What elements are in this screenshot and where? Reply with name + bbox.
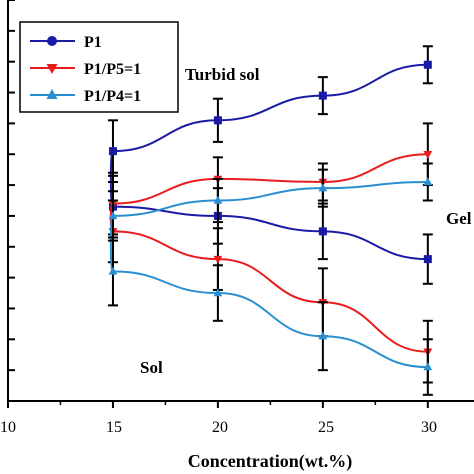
series-2	[107, 162, 433, 396]
data-point	[423, 177, 433, 186]
legend-label: P1/P4=1	[84, 88, 141, 105]
annotation-sol: Sol	[140, 358, 163, 377]
legend-marker	[47, 36, 57, 46]
x-tick-label: 30	[421, 419, 437, 436]
annotation-gel: Gel	[446, 209, 472, 228]
data-point	[108, 147, 117, 156]
data-point	[318, 91, 327, 100]
x-tick-label: 15	[106, 419, 122, 436]
x-tick-label: 25	[318, 419, 334, 436]
series-line	[109, 180, 428, 369]
data-point	[213, 195, 223, 204]
legend-marker	[46, 89, 58, 99]
data-point	[423, 362, 433, 371]
data-point	[423, 255, 432, 264]
annotation-turbid-sol: Turbid sol	[185, 65, 260, 84]
data-point	[108, 266, 118, 275]
data-point	[108, 211, 118, 220]
axes	[7, 0, 474, 408]
series-1	[107, 122, 433, 384]
data-point	[423, 60, 432, 69]
legend-label: P1/P5=1	[84, 61, 141, 78]
x-tick-label: 20	[212, 419, 228, 436]
data-point	[213, 116, 222, 125]
data-point	[318, 227, 327, 236]
legend-label: P1	[84, 34, 102, 51]
data-point	[213, 255, 223, 264]
x-axis-title: Concentration(wt.%)	[188, 451, 352, 472]
x-tick-label: 10	[0, 419, 16, 436]
data-point	[213, 288, 223, 297]
legend: P1 P1/P5=1 P1/P4=1	[19, 21, 179, 113]
series-line	[109, 63, 428, 261]
plot-area	[107, 45, 433, 396]
data-point	[318, 331, 328, 340]
legend-marker	[46, 64, 58, 74]
data-point	[318, 183, 328, 192]
data-point	[423, 151, 433, 160]
